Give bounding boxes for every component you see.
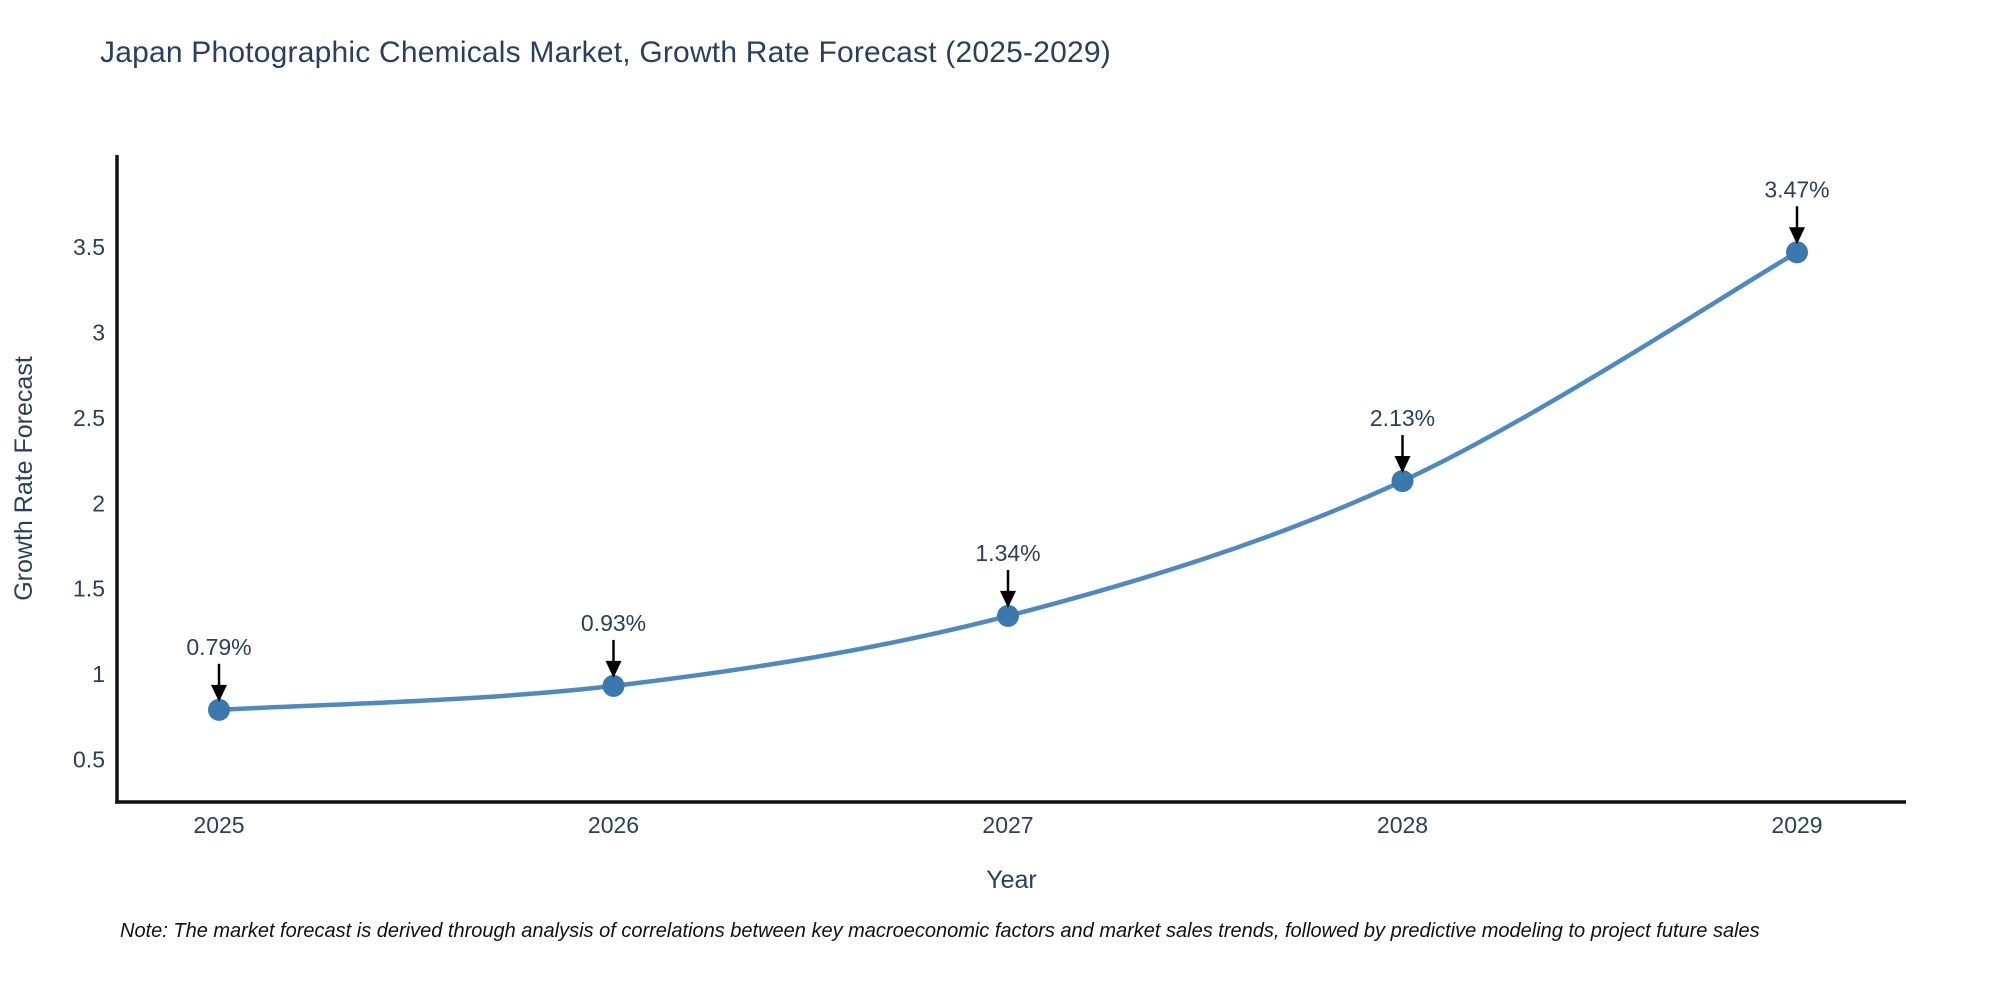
y-tick-label: 1 — [92, 661, 105, 687]
series-line — [216, 250, 1800, 713]
y-tick-label: 1.5 — [73, 576, 105, 602]
chart-title: Japan Photographic Chemicals Market, Gro… — [100, 36, 1111, 69]
x-axis-title: Year — [986, 866, 1037, 894]
annotation-label: 3.47% — [1764, 176, 1829, 202]
annotation-arrowhead — [1000, 590, 1016, 608]
data-point-marker — [602, 674, 625, 697]
data-point-marker — [208, 698, 230, 721]
annotation-arrowhead — [211, 684, 227, 702]
y-tick-label: 2 — [92, 490, 105, 516]
x-tick-label: 2028 — [1377, 812, 1428, 838]
annotation-label: 0.79% — [186, 634, 251, 660]
y-tick-label: 0.5 — [73, 746, 105, 772]
footnote: Note: The market forecast is derived thr… — [120, 920, 1760, 942]
data-point-marker — [997, 604, 1019, 627]
x-tick-label: 2026 — [588, 812, 639, 838]
data-point-marker — [1391, 470, 1414, 493]
x-tick-label: 2025 — [193, 812, 244, 838]
y-tick-label: 3.5 — [73, 234, 105, 260]
annotation-label: 0.93% — [581, 610, 646, 636]
annotation-label: 2.13% — [1370, 405, 1435, 431]
y-axis-title: Growth Rate Forecast — [10, 356, 38, 601]
annotation-arrowhead — [605, 660, 622, 678]
annotation-arrowhead — [1394, 456, 1411, 474]
data-point-marker — [1786, 241, 1808, 264]
y-tick-label: 3 — [92, 320, 105, 346]
x-tick-label: 2029 — [1771, 812, 1822, 838]
y-tick-label: 2.5 — [73, 405, 105, 431]
annotation-arrowhead — [1789, 227, 1805, 245]
x-tick-label: 2027 — [982, 812, 1033, 838]
annotation-label: 1.34% — [975, 540, 1040, 566]
